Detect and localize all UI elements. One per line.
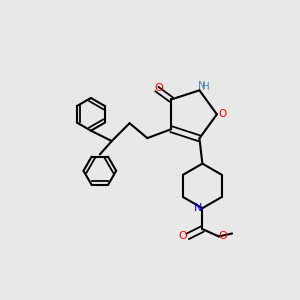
Text: O: O [155, 82, 164, 92]
Text: O: O [179, 231, 188, 242]
Text: H: H [202, 82, 210, 92]
Text: N: N [198, 81, 206, 91]
Text: O: O [218, 109, 226, 119]
Text: N: N [194, 203, 202, 213]
Text: O: O [219, 231, 228, 242]
